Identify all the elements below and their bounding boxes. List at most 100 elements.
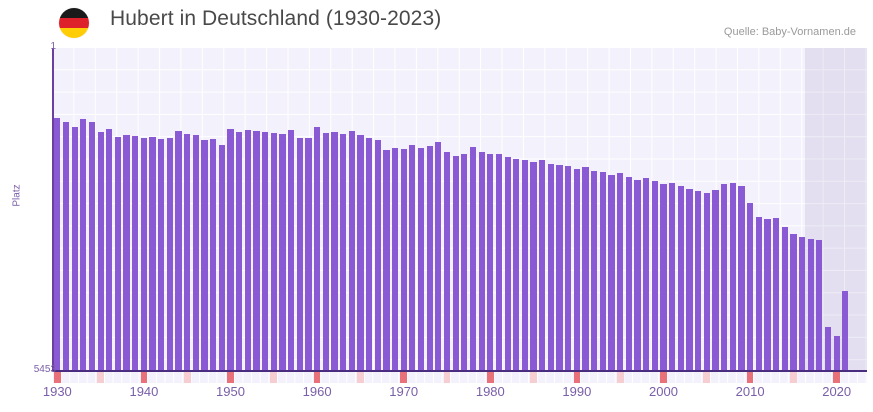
bar-2004[interactable] [695,190,702,370]
bar-1991[interactable] [582,167,589,370]
bar-1984[interactable] [521,160,529,370]
bar-1964[interactable] [348,130,355,370]
bar-1931[interactable] [62,121,70,370]
bar-1944[interactable] [175,131,182,370]
bar-1967[interactable] [374,140,381,370]
bar-1990[interactable] [573,169,581,370]
bar-2021[interactable] [842,291,849,370]
bar-1998[interactable] [643,177,650,370]
y-axis-bottom-tick-label: 5453 [33,364,56,375]
bar-2010[interactable] [746,202,754,370]
bar-1982[interactable] [504,157,511,370]
bar-1972[interactable] [417,147,425,370]
x-tick-mark-1990 [573,372,581,383]
bar-1932[interactable] [71,126,78,370]
bar-1937[interactable] [114,136,122,370]
bar-1969[interactable] [391,148,399,370]
bar-1973[interactable] [426,145,433,370]
x-tick-mark-2000 [660,372,667,383]
bar-2005[interactable] [703,192,710,370]
bar-1936[interactable] [106,128,113,370]
bar-1989[interactable] [565,166,572,370]
bar-1986[interactable] [539,159,546,370]
bar-1992[interactable] [591,170,598,370]
bar-1974[interactable] [435,142,442,370]
bar-1957[interactable] [288,130,295,370]
bar-1970[interactable] [400,148,407,370]
source-attribution: Quelle: Baby-Vornamen.de [723,26,856,38]
bar-1983[interactable] [513,158,520,370]
bar-1985[interactable] [530,161,537,370]
bar-2017[interactable] [807,238,814,370]
bar-1933[interactable] [80,119,87,370]
bar-1934[interactable] [88,122,96,370]
bar-1963[interactable] [339,134,347,370]
bar-1946[interactable] [192,134,199,370]
bar-1959[interactable] [305,138,312,370]
bar-2018[interactable] [816,240,823,370]
bar-1965[interactable] [357,135,364,370]
bar-1955[interactable] [270,133,277,370]
bar-1951[interactable] [236,131,243,370]
bar-1977[interactable] [461,153,468,370]
bar-2019[interactable] [824,326,832,370]
bar-1938[interactable] [123,134,130,370]
bar-2020[interactable] [833,335,840,370]
bar-1935[interactable] [97,132,104,370]
bar-1950[interactable] [227,129,234,370]
bar-1981[interactable] [495,154,503,370]
bar-2015[interactable] [790,233,797,370]
bar-1958[interactable] [296,137,303,370]
bar-1941[interactable] [149,137,156,370]
x-tick-mark-1940 [140,372,148,383]
bar-2002[interactable] [677,185,684,370]
bar-1968[interactable] [383,149,390,370]
bar-1945[interactable] [184,133,191,370]
bar-1980[interactable] [487,153,494,370]
bar-1948[interactable] [210,138,217,370]
bar-2000[interactable] [660,183,667,370]
bar-2013[interactable] [772,218,780,370]
bar-2008[interactable] [729,183,736,370]
bar-1978[interactable] [469,147,477,370]
bar-2006[interactable] [712,190,719,370]
bar-1939[interactable] [132,135,139,370]
bar-1954[interactable] [262,132,269,370]
bar-1943[interactable] [166,137,174,370]
bar-1940[interactable] [140,137,148,370]
bar-2016[interactable] [798,236,806,370]
bar-1962[interactable] [331,131,338,370]
bar-1971[interactable] [409,144,416,370]
bar-1993[interactable] [599,171,606,370]
bar-1987[interactable] [547,163,555,370]
bar-2003[interactable] [686,188,693,370]
bar-2014[interactable] [781,226,788,370]
bar-2011[interactable] [755,216,762,370]
bar-1942[interactable] [158,138,165,370]
bar-2012[interactable] [764,219,771,370]
x-tick-mark-1970 [400,372,408,383]
bar-1994[interactable] [608,174,615,370]
bar-1956[interactable] [279,133,286,370]
bar-1997[interactable] [634,179,641,370]
bar-1930[interactable] [54,117,61,370]
bar-1953[interactable] [253,130,260,370]
bar-2009[interactable] [738,185,745,370]
bar-1952[interactable] [244,130,251,370]
bar-1999[interactable] [651,181,658,370]
bar-1976[interactable] [452,156,459,370]
bar-1947[interactable] [201,140,208,370]
bar-1988[interactable] [556,164,563,370]
bar-1966[interactable] [365,138,373,370]
x-tick-mark-1955 [270,372,278,383]
bar-1961[interactable] [322,133,329,370]
bar-1975[interactable] [443,152,451,370]
bar-2007[interactable] [720,184,728,370]
bar-1949[interactable] [218,145,225,370]
bar-1979[interactable] [478,151,485,370]
bar-1996[interactable] [625,176,632,370]
bar-1995[interactable] [617,173,624,370]
bar-1960[interactable] [313,126,321,370]
x-tick-label-2000: 2000 [649,384,678,399]
bar-2001[interactable] [669,183,676,370]
